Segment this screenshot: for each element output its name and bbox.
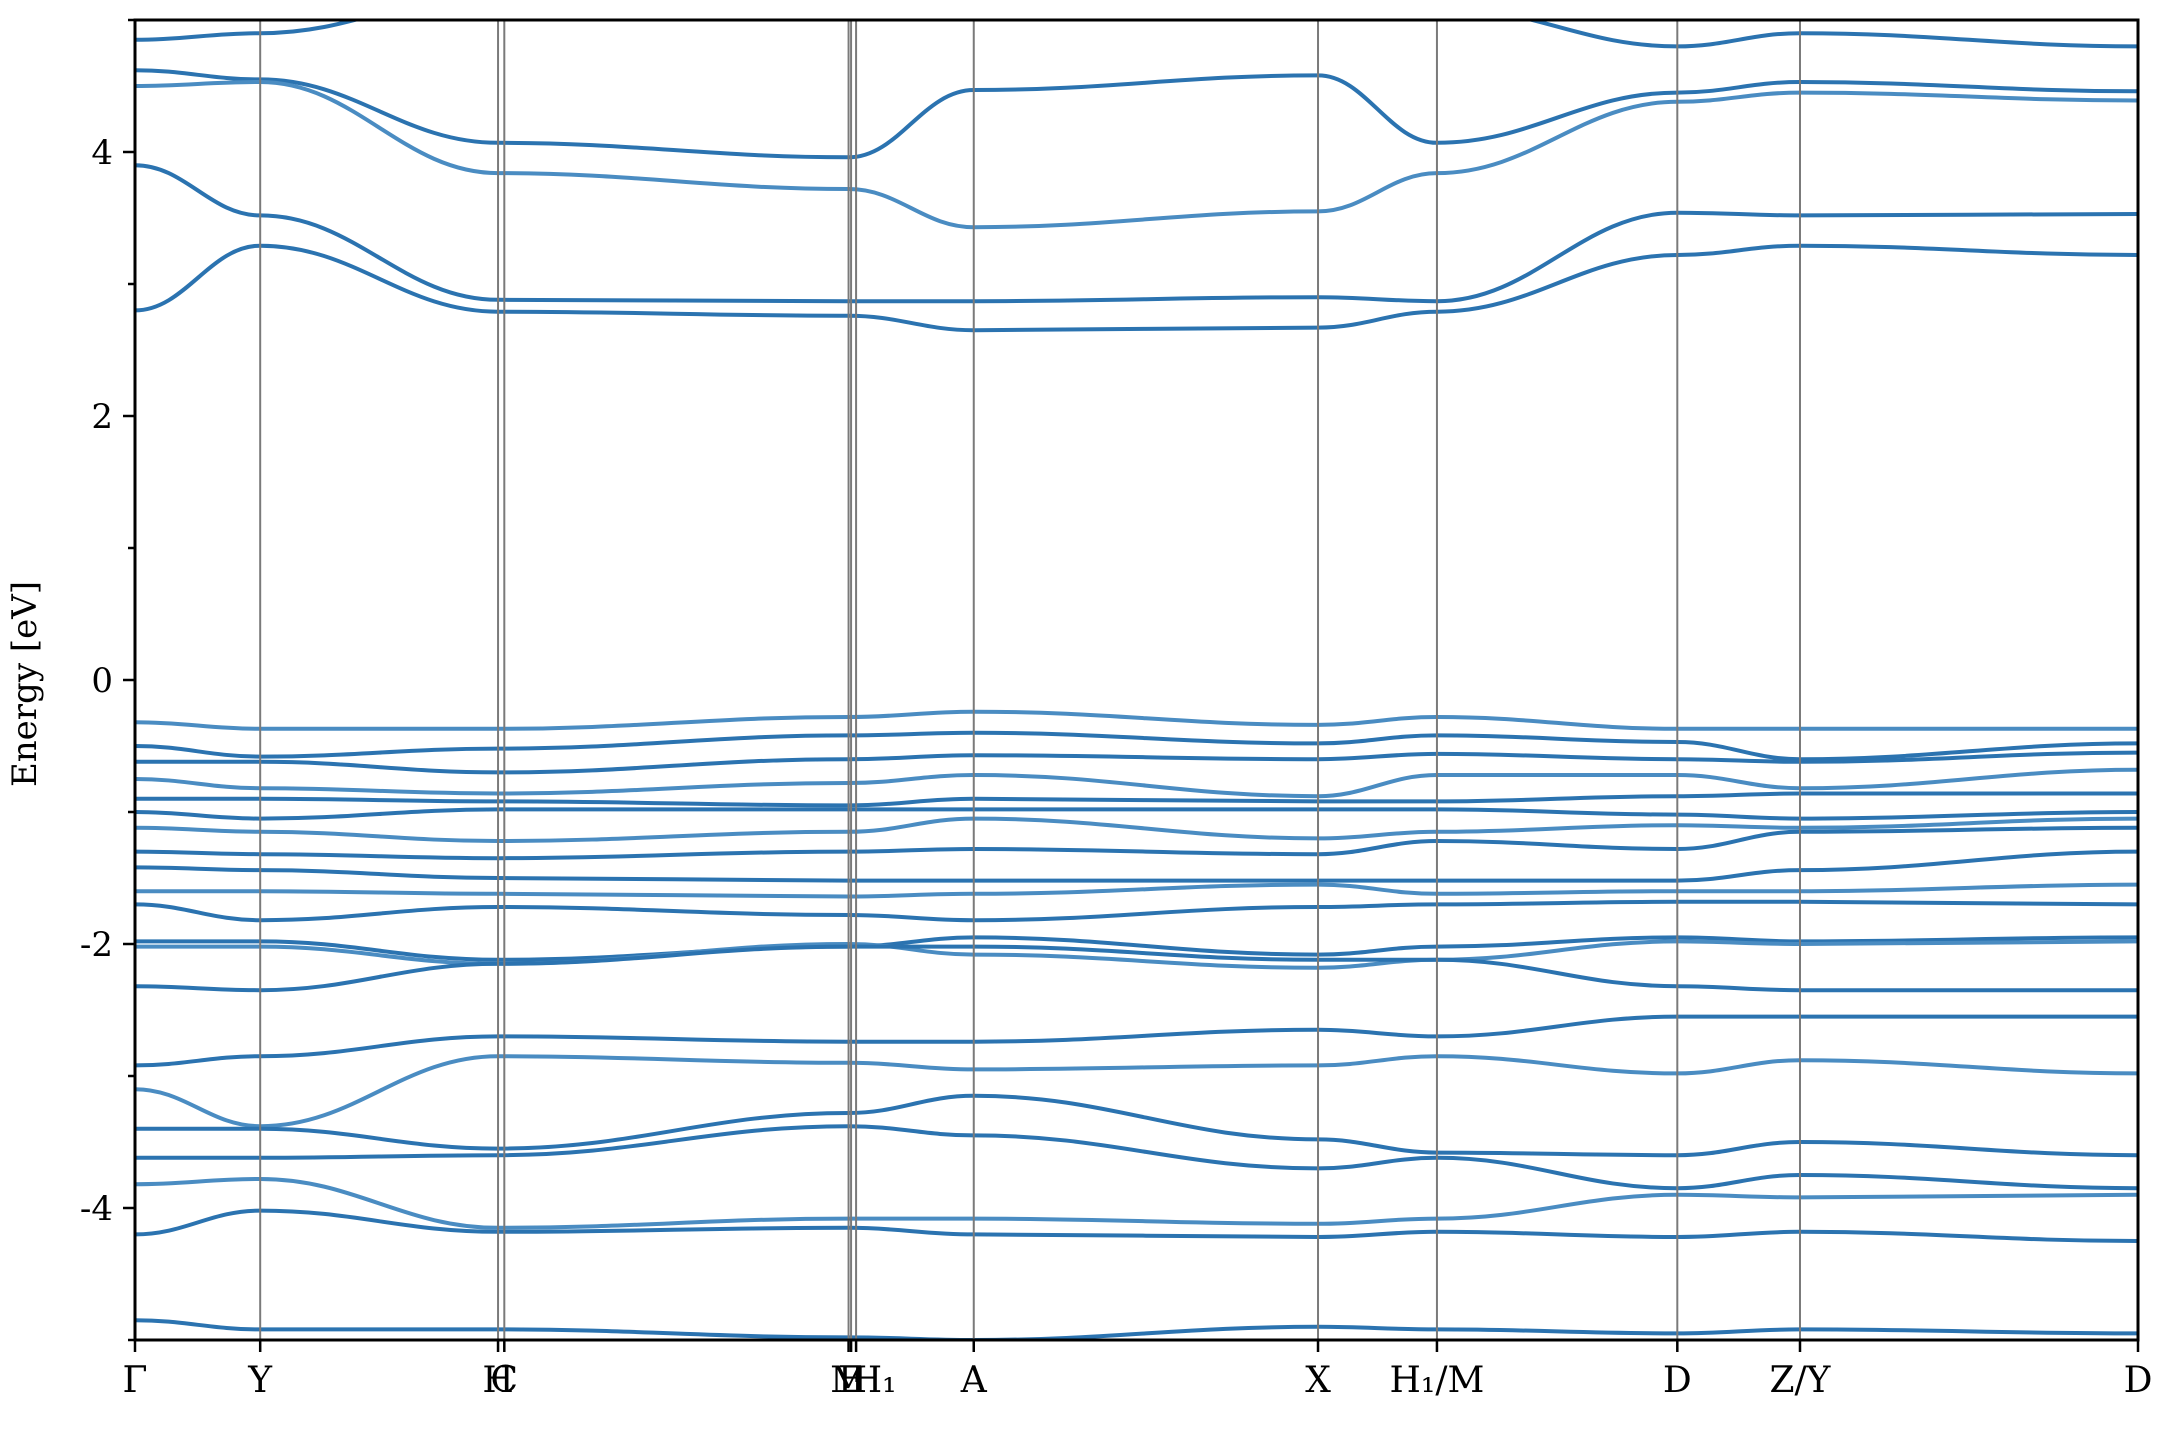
y-tick-label: -4 [80,1189,113,1229]
x-tick-label: Y [247,1360,273,1401]
y-axis-label: Energy [eV] [5,581,45,787]
x-tick-label: M [830,1360,867,1401]
band-line-3 [135,80,2138,230]
y-tick-label: 2 [91,397,113,437]
band-line-6 [135,709,2138,731]
band-line-1 [135,20,2138,49]
band-line-17 [135,935,2138,962]
band-line-2 [135,68,2138,160]
y-ticks: -4 -2 0 2 4 [80,18,135,1342]
x-tick-label: Γ [123,1360,148,1401]
y-tick-label: -2 [80,925,113,965]
band-line-23 [135,1124,2138,1191]
band-line-24 [135,1177,2138,1230]
x-tick-label: H [482,1360,513,1401]
x-tick-label: D [2124,1360,2153,1401]
band-line-25 [135,1208,2138,1243]
band-line-16 [135,899,2138,923]
x-tick-label: D [1663,1360,1692,1401]
band-line-12 [135,816,2138,843]
band-line-14 [135,849,2138,883]
x-tick-label: C [491,1360,519,1401]
x-tick-label: X [1305,1360,1331,1401]
band-line-10 [135,791,2138,808]
band-line-19 [135,944,2138,993]
y-tick-label: 0 [91,661,113,701]
band-line-21 [135,1054,2138,1129]
x-tick-label: H₁ [851,1360,897,1401]
x-tick-label: E [838,1360,864,1401]
x-tick-label: H₁/M [1390,1360,1485,1401]
band-line-5 [135,243,2138,333]
band-line-15 [135,882,2138,899]
bands-layer [135,20,2138,1340]
band-line-18 [135,939,2138,970]
band-line-9 [135,767,2138,799]
x-tick-label: A [960,1360,988,1401]
band-line-4 [135,163,2138,304]
band-line-13 [135,825,2138,861]
band-line-8 [135,750,2138,775]
band-line-20 [135,1014,2138,1068]
band-line-26 [135,1318,2138,1340]
band-line-22 [135,1093,2138,1158]
band-line-7 [135,730,2138,762]
x-tick-label: Z/Y [1770,1360,1832,1401]
high-symmetry-lines [134,20,2139,1340]
y-tick-label: 4 [91,133,113,173]
band-line-11 [135,807,2138,821]
